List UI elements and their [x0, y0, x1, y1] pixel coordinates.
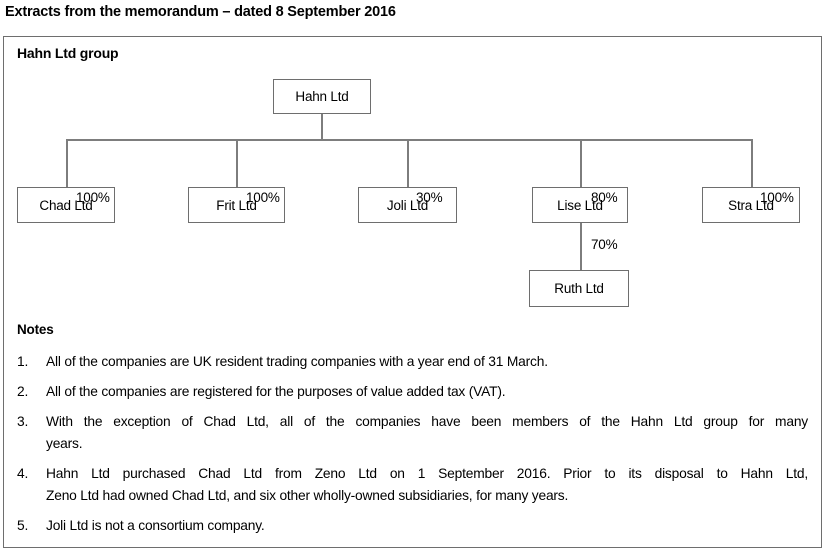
- note-line: years.: [46, 436, 83, 451]
- note-number: 3.: [17, 414, 29, 429]
- company-box-lise: Lise Ltd: [532, 187, 628, 223]
- note-text: Joli Ltd is not a consortium company.: [46, 515, 808, 537]
- connector-drop-frit: [236, 139, 238, 187]
- connector-drop-stra: [751, 139, 753, 187]
- connector-lise-to-ruth: [580, 223, 582, 270]
- note-text: With the exception of Chad Ltd, all of t…: [46, 411, 808, 455]
- ownership-pct-ruth: 70%: [591, 237, 618, 252]
- ownership-pct-chad: 100%: [76, 190, 110, 205]
- company-box-hahn: Hahn Ltd: [273, 79, 371, 114]
- note-number: 4.: [17, 466, 29, 481]
- note-number: 2.: [17, 384, 29, 399]
- connector-drop-chad: [66, 139, 68, 187]
- company-box-ruth: Ruth Ltd: [529, 270, 629, 307]
- note-line: Zeno Ltd had owned Chad Ltd, and six oth…: [46, 488, 569, 503]
- ownership-pct-lise: 80%: [591, 190, 618, 205]
- note-line: Joli Ltd is not a consortium company.: [46, 518, 265, 533]
- group-structure-panel: Hahn Ltd group Hahn Ltd Chad Ltd Frit Lt…: [3, 36, 822, 548]
- connector-drop-joli: [407, 139, 409, 187]
- notes-heading: Notes: [17, 322, 54, 337]
- connector-drop-lise: [580, 139, 582, 187]
- company-box-frit: Frit Ltd: [188, 187, 285, 223]
- note-item-5: 5. Joli Ltd is not a consortium company.: [17, 515, 808, 537]
- page-title: Extracts from the memorandum – dated 8 S…: [5, 4, 396, 20]
- ownership-pct-stra: 100%: [760, 190, 794, 205]
- note-text: All of the companies are registered for …: [46, 381, 808, 403]
- note-line: All of the companies are registered for …: [46, 384, 506, 399]
- company-box-stra: Stra Ltd: [702, 187, 800, 223]
- ownership-pct-joli: 30%: [416, 190, 443, 205]
- note-line: Hahn Ltd purchased Chad Ltd from Zeno Lt…: [46, 466, 808, 481]
- connector-horizontal-rail: [66, 139, 753, 141]
- note-item-1: 1. All of the companies are UK resident …: [17, 351, 808, 373]
- ownership-pct-frit: 100%: [246, 190, 280, 205]
- notes-list: 1. All of the companies are UK resident …: [17, 351, 808, 545]
- note-item-2: 2. All of the companies are registered f…: [17, 381, 808, 403]
- note-number: 5.: [17, 518, 29, 533]
- company-box-chad: Chad Ltd: [17, 187, 115, 223]
- note-line: All of the companies are UK resident tra…: [46, 354, 548, 369]
- connector-parent-stem: [321, 114, 323, 139]
- note-item-3: 3. With the exception of Chad Ltd, all o…: [17, 411, 808, 455]
- group-heading: Hahn Ltd group: [17, 45, 119, 61]
- note-text: Hahn Ltd purchased Chad Ltd from Zeno Lt…: [46, 463, 808, 507]
- note-item-4: 4. Hahn Ltd purchased Chad Ltd from Zeno…: [17, 463, 808, 507]
- note-number: 1.: [17, 354, 29, 369]
- company-box-joli: Joli Ltd: [358, 187, 457, 223]
- note-line: With the exception of Chad Ltd, all of t…: [46, 414, 808, 429]
- note-text: All of the companies are UK resident tra…: [46, 351, 808, 373]
